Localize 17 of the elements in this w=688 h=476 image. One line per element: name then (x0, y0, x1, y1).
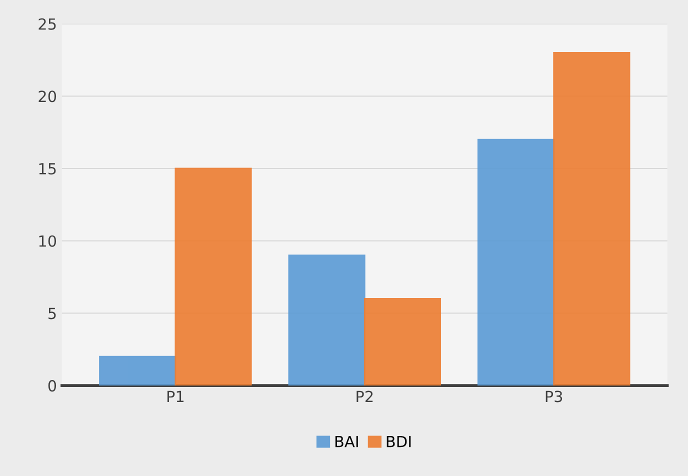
y-tick-label: 25 (38, 18, 56, 30)
x-tick-label: P2 (356, 390, 373, 402)
x-tick-label: P3 (546, 390, 562, 402)
y-tick-label: 20 (38, 90, 56, 102)
bar (99, 356, 176, 386)
x-tick-label: P1 (167, 390, 184, 402)
y-tick-label: 0 (48, 380, 56, 392)
legend-label: BDI (386, 436, 411, 448)
bar (477, 138, 555, 386)
y-tick-label: 10 (39, 235, 56, 247)
y-tick-label: 15 (39, 163, 56, 175)
bar (364, 298, 442, 386)
bar (288, 254, 366, 386)
y-tick-label: 5 (48, 308, 56, 320)
bar (553, 52, 630, 386)
bar (174, 168, 252, 386)
legend-label: BAI (335, 436, 358, 448)
